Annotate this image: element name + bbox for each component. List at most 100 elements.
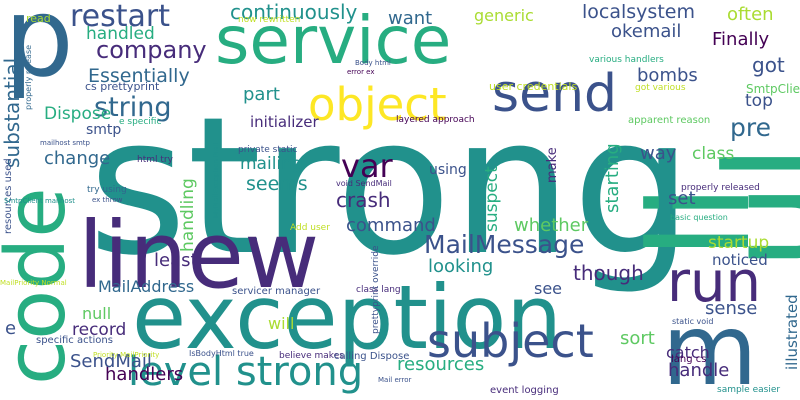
word-object: object bbox=[308, 78, 447, 131]
word-mail-error: Mail error bbox=[378, 376, 412, 384]
word-startup: startup bbox=[708, 233, 770, 253]
word-e-specific: e specific bbox=[119, 117, 162, 127]
word-change: change bbox=[44, 148, 111, 169]
word-sendmail: SendMail bbox=[70, 351, 152, 372]
word-handling: handling bbox=[178, 178, 198, 252]
word-sort: sort bbox=[620, 328, 655, 349]
word-top: top bbox=[745, 91, 773, 111]
word-make: make bbox=[545, 147, 560, 183]
word-void-sendmail: void SendMail bbox=[336, 179, 392, 188]
word-crash: crash bbox=[336, 188, 391, 212]
word-class-lang: class lang bbox=[356, 285, 401, 295]
word-p: p bbox=[4, 0, 74, 101]
word-noticed: noticed bbox=[712, 251, 768, 269]
word-localsystem: localsystem bbox=[582, 1, 695, 23]
word-generic: generic bbox=[474, 6, 534, 25]
word-service: service bbox=[215, 2, 452, 79]
word-null: null bbox=[82, 304, 112, 323]
word-ex-throw: ex throw bbox=[92, 196, 123, 204]
word-pre: pre bbox=[730, 113, 771, 142]
word-add-user: Add user bbox=[290, 223, 330, 233]
word-properly-release: properly release bbox=[24, 44, 33, 110]
word-mailpriority-normal: MailPriority Normal bbox=[0, 279, 67, 287]
word-handled: handled bbox=[86, 24, 155, 44]
word-strong: strong bbox=[88, 76, 693, 297]
word-substantial: substantial bbox=[0, 57, 24, 168]
word-whether: whether bbox=[514, 215, 589, 236]
word-company: company bbox=[96, 36, 207, 64]
word-seems: seems bbox=[246, 173, 308, 195]
word-properly-released: properly released bbox=[681, 183, 760, 193]
word-mailmessage: MailMessage bbox=[424, 230, 585, 259]
word-illustrated: illustrated bbox=[783, 294, 800, 370]
word-often: often bbox=[727, 4, 774, 25]
word-essentially: Essentially bbox=[88, 65, 190, 87]
word-sample-easier: sample easier bbox=[717, 385, 781, 395]
word-priority-mailpriority: Priority MailPriority bbox=[93, 351, 160, 359]
word-got-various: got various bbox=[635, 83, 686, 93]
word-body-html: Body html bbox=[355, 59, 391, 67]
word-m: m bbox=[662, 294, 758, 400]
word-handlers: handlers bbox=[105, 364, 184, 385]
word-static-void: static void bbox=[672, 317, 714, 326]
word-level-strong: level strong bbox=[128, 349, 364, 395]
word-specific-actions: specific actions bbox=[36, 335, 113, 346]
word-using: using bbox=[429, 162, 467, 178]
word-class: class bbox=[692, 144, 735, 164]
word-got: got bbox=[752, 53, 785, 77]
word-mymailexception-mail: MyMailException Mail bbox=[212, 142, 220, 218]
word-mailhost-smtp: mailhost smtp bbox=[40, 139, 90, 147]
word-string: string bbox=[94, 92, 172, 123]
word-calling-dispose: calling Dispose bbox=[334, 351, 410, 362]
word-exception: exception bbox=[132, 266, 563, 369]
word-user-credentials: user credentials bbox=[489, 80, 578, 93]
word-apparent-reason: apparent reason bbox=[628, 115, 711, 126]
word-various-handlers: various handlers bbox=[589, 55, 664, 65]
word-set: set bbox=[668, 188, 696, 209]
word-starting: starting bbox=[602, 143, 623, 213]
word-html-try: html try bbox=[137, 155, 173, 165]
word-smtp: smtp bbox=[86, 122, 122, 138]
word-basic-question: basic question bbox=[670, 213, 728, 222]
word-smtpclient-mailhost: SmtpClient mailhost bbox=[4, 197, 76, 205]
word-private-static: private static bbox=[238, 145, 298, 155]
word-read: read bbox=[26, 12, 51, 25]
word-will: will bbox=[268, 314, 295, 333]
word-suspect: suspect bbox=[482, 166, 502, 232]
word-resources: resources bbox=[397, 354, 485, 375]
word-now-rewritten: now rewritten bbox=[238, 15, 301, 25]
word-catch: catch bbox=[666, 343, 710, 362]
word-handle: handle bbox=[668, 360, 730, 381]
word-looking: looking bbox=[428, 256, 494, 277]
word-believe-makes: believe makes bbox=[279, 351, 344, 361]
word-subject: subject bbox=[427, 314, 594, 368]
word-dispose: Dispose bbox=[44, 104, 112, 124]
word-e: e bbox=[5, 318, 17, 339]
word-restart: restart bbox=[70, 0, 171, 34]
word-lang-cs: lang cs bbox=[671, 354, 707, 365]
word-though: though bbox=[573, 261, 644, 285]
word-sense: sense bbox=[705, 298, 758, 319]
word-prettyprint-override: prettyprint override bbox=[371, 245, 381, 334]
word-error-ex: error ex bbox=[347, 68, 375, 76]
word-event-logging: event logging bbox=[490, 385, 559, 396]
word-initializer: initializer bbox=[250, 113, 319, 131]
word-see: see bbox=[534, 279, 563, 298]
word-bombs: bombs bbox=[637, 65, 698, 86]
word-linew: linew bbox=[78, 202, 320, 309]
word-continuously: continuously bbox=[230, 0, 358, 24]
word-send: send bbox=[492, 64, 618, 124]
word-command: command bbox=[346, 215, 436, 236]
word-want: want bbox=[388, 8, 433, 29]
word-var: var bbox=[341, 147, 393, 185]
word-try-using: try using bbox=[87, 185, 127, 195]
word-isbodyhtml-true: IsBodyHtml true bbox=[189, 349, 254, 358]
word-cs-prettyprint: cs prettyprint bbox=[85, 80, 160, 93]
word-part: part bbox=[243, 84, 280, 105]
word-okemail: okemail bbox=[611, 21, 682, 42]
word-run: run bbox=[667, 250, 762, 315]
word-smtpclient: SmtpClient bbox=[746, 82, 800, 96]
word-mailing: mailing bbox=[240, 154, 303, 174]
word-record: record bbox=[72, 320, 127, 340]
